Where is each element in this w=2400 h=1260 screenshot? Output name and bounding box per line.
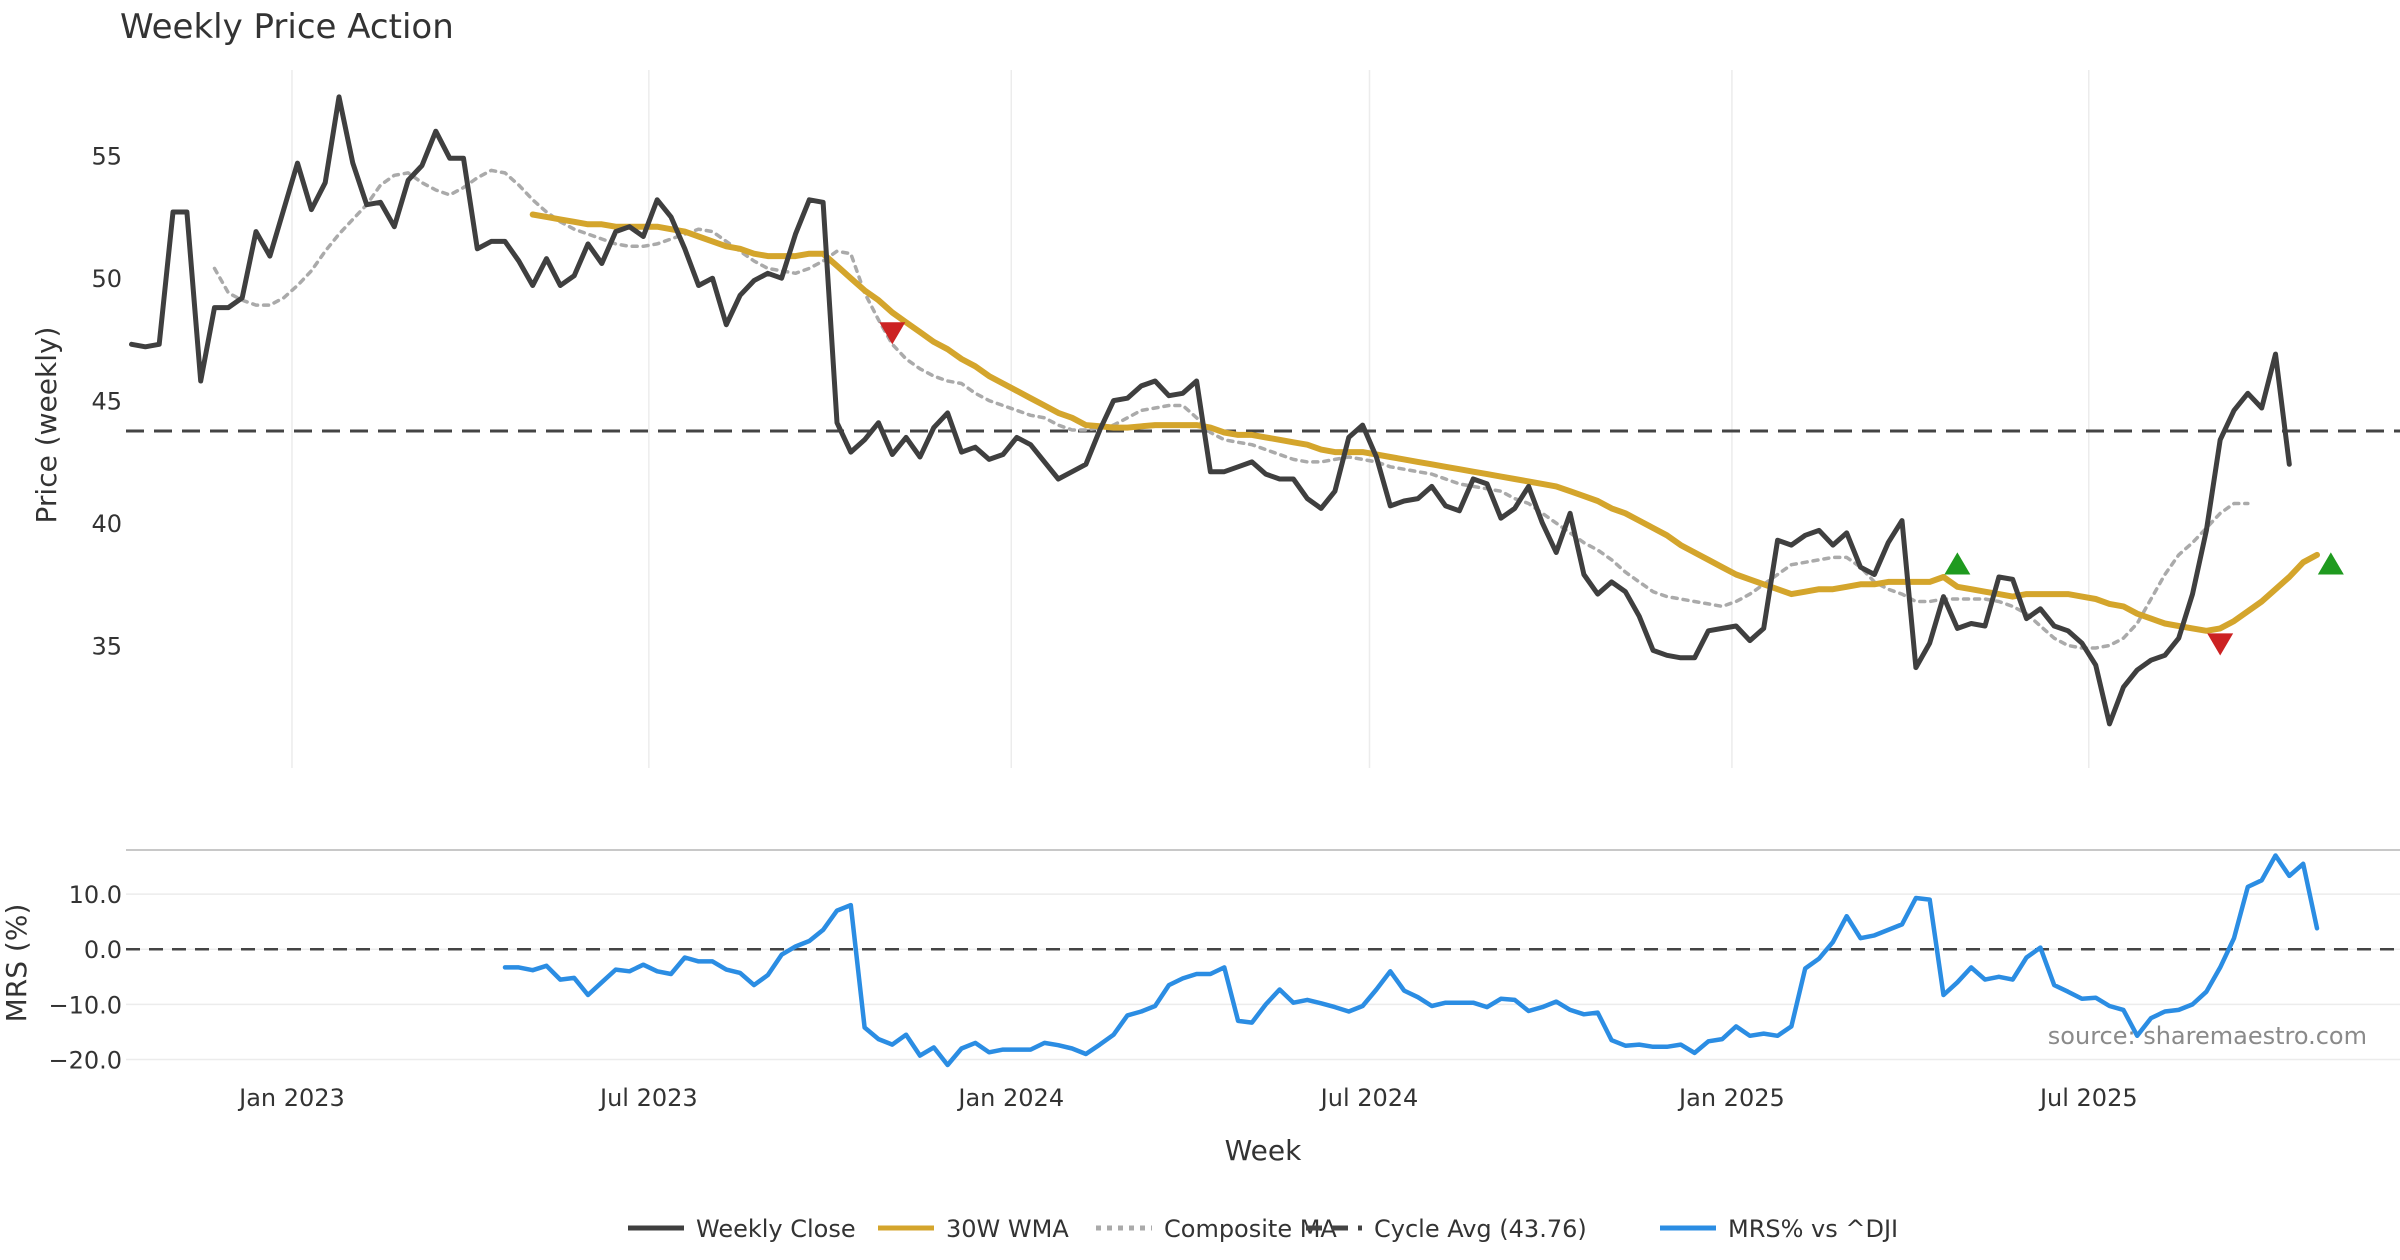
- mrs-y-tick-label-0: −20.0: [48, 1046, 122, 1074]
- mrs-y-tick-label-3: 10.0: [69, 881, 122, 909]
- price-y-tick-label-3: 50: [91, 265, 122, 293]
- x-tick-label-jan-2024: Jan 2024: [956, 1084, 1064, 1112]
- mrs-y-tick-label-1: −10.0: [48, 991, 122, 1019]
- legend-label-cycle-avg-43-76: Cycle Avg (43.76): [1374, 1215, 1587, 1243]
- price-y-axis-label: Price (weekly): [30, 327, 63, 524]
- x-tick-label-jul-2024: Jul 2024: [1319, 1084, 1419, 1112]
- x-tick-label-jan-2025: Jan 2025: [1677, 1084, 1785, 1112]
- legend: Weekly Close 30W WMA Composite MA Cycle Avg…: [628, 1215, 1898, 1243]
- buy-signal-marker-3: [2317, 552, 2344, 575]
- sell-signal-marker-2: [2207, 633, 2234, 656]
- x-axis-label: Week: [1225, 1134, 1302, 1167]
- weekly-close-line: [129, 94, 2292, 727]
- price-y-tick-label-4: 55: [91, 143, 122, 171]
- mrs-line: [502, 853, 2320, 1068]
- x-tick-label-jul-2023: Jul 2023: [598, 1084, 698, 1112]
- legend-label-mrs-vs-dji: MRS% vs ^DJI: [1728, 1215, 1898, 1243]
- legend-label-30w-wma: 30W WMA: [946, 1215, 1069, 1243]
- mrs-y-tick-label-2: 0.0: [84, 936, 122, 964]
- grid-layer: [126, 70, 2400, 1061]
- axis-layer: 35 40 45 50 55 −20.0 −10.0 0.0 10.0 Jan 2023 Jul 2…: [48, 143, 2137, 1112]
- x-tick-label-jan-2023: Jan 2023: [237, 1084, 345, 1112]
- buy-signal-marker-1: [1944, 552, 1971, 575]
- sell-signal-marker-0: [879, 322, 906, 345]
- x-tick-label-jul-2025: Jul 2025: [2038, 1084, 2138, 1112]
- series-layer: [126, 94, 2400, 1068]
- price-y-tick-label-0: 35: [91, 633, 122, 661]
- source-credit: source: sharemaestro.com: [2048, 1022, 2367, 1050]
- mrs-y-axis-label: MRS (%): [0, 904, 33, 1023]
- legend-label-weekly-close: Weekly Close: [696, 1215, 856, 1243]
- price-y-tick-label-2: 45: [91, 388, 122, 416]
- chart-title: Weekly Price Action: [120, 7, 454, 47]
- wma-30w-line: [529, 211, 2320, 634]
- price-y-tick-label-1: 40: [91, 510, 122, 538]
